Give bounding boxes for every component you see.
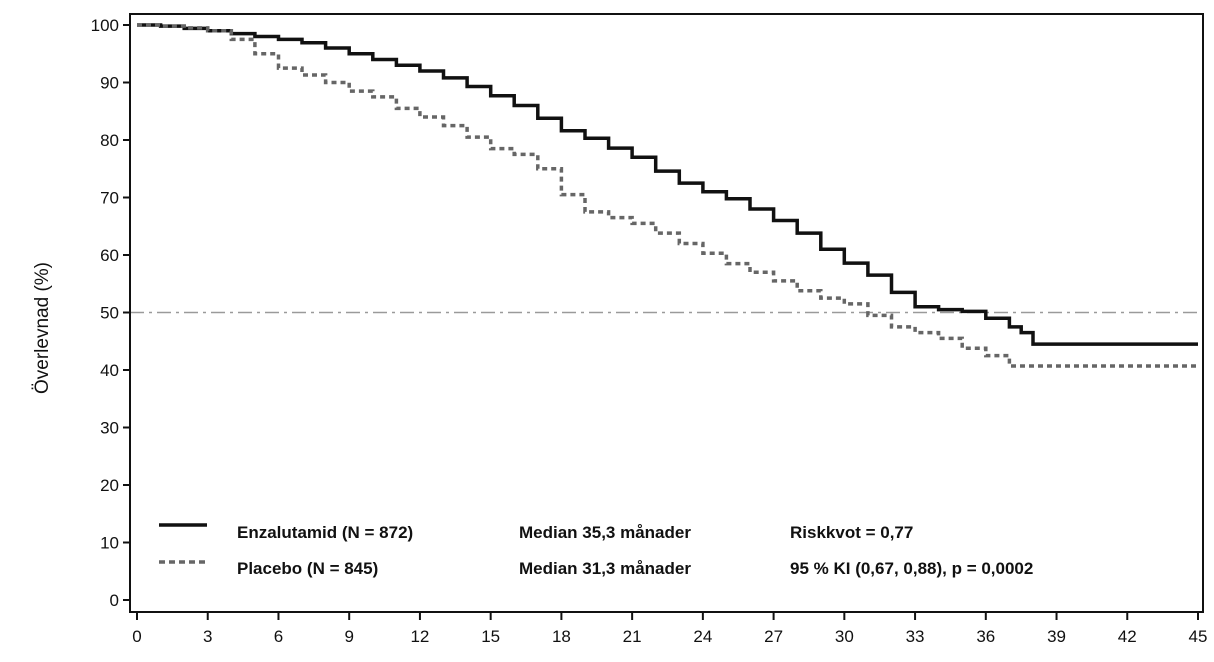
x-tick-label: 12 bbox=[410, 627, 429, 646]
y-tick-label: 40 bbox=[100, 361, 119, 380]
x-tick-label: 30 bbox=[835, 627, 854, 646]
legend: Enzalutamid (N = 872) Median 35,3 månade… bbox=[159, 523, 1033, 578]
y-tick-label: 10 bbox=[100, 534, 119, 553]
legend-series-enzalutamid: Enzalutamid (N = 872) bbox=[237, 523, 413, 542]
legend-median-enzalutamid: Median 35,3 månader bbox=[519, 523, 691, 542]
y-axis-label: Överlevnad (%) bbox=[32, 262, 53, 394]
x-tick-label: 33 bbox=[906, 627, 925, 646]
series-layer bbox=[137, 23, 1198, 368]
x-tick-label: 15 bbox=[481, 627, 500, 646]
y-tick-label: 100 bbox=[91, 16, 119, 35]
x-tick-label: 21 bbox=[623, 627, 642, 646]
y-tick-label: 30 bbox=[100, 419, 119, 438]
legend-series-placebo: Placebo (N = 845) bbox=[237, 559, 378, 578]
curve-placebo bbox=[137, 23, 1198, 368]
x-tick-label: 9 bbox=[344, 627, 353, 646]
x-tick-label: 6 bbox=[274, 627, 283, 646]
x-tick-label: 42 bbox=[1118, 627, 1137, 646]
x-tick-label: 3 bbox=[203, 627, 212, 646]
y-tick-label: 20 bbox=[100, 476, 119, 495]
x-tick-label: 27 bbox=[764, 627, 783, 646]
x-tick-label: 39 bbox=[1047, 627, 1066, 646]
y-tick-label: 50 bbox=[100, 304, 119, 323]
legend-stat-hazard-ratio: Riskkvot = 0,77 bbox=[790, 523, 913, 542]
legend-stat-confidence-interval: 95 % KI (0,67, 0,88), p = 0,0002 bbox=[790, 559, 1033, 578]
y-tick-label: 90 bbox=[100, 74, 119, 93]
y-tick-label: 60 bbox=[100, 246, 119, 265]
x-tick-label: 45 bbox=[1189, 627, 1208, 646]
curve-enzalutamid bbox=[137, 23, 1198, 346]
x-tick-label: 18 bbox=[552, 627, 571, 646]
x-tick-label: 24 bbox=[693, 627, 712, 646]
y-tick-label: 80 bbox=[100, 131, 119, 150]
legend-median-placebo: Median 31,3 månader bbox=[519, 559, 691, 578]
x-tick-label: 0 bbox=[132, 627, 141, 646]
x-tick-label: 36 bbox=[976, 627, 995, 646]
y-tick-label: 70 bbox=[100, 189, 119, 208]
y-tick-label: 0 bbox=[110, 591, 119, 610]
